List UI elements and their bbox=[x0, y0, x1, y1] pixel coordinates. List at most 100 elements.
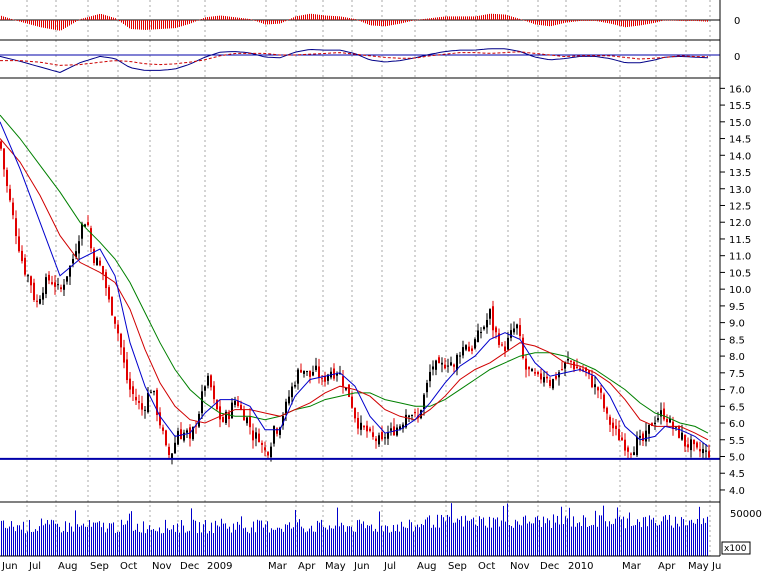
histogram-bar bbox=[575, 20, 576, 22]
price-candle-body bbox=[57, 284, 59, 286]
histogram-bar bbox=[315, 14, 316, 20]
volume-bar bbox=[151, 529, 152, 556]
price-tick-label: 15.0 bbox=[729, 118, 751, 129]
histogram-bar bbox=[181, 20, 182, 27]
volume-bar bbox=[65, 521, 66, 556]
histogram-bar bbox=[393, 20, 394, 25]
histogram-bar bbox=[541, 20, 542, 26]
volume-bar bbox=[449, 516, 450, 556]
volume-bar bbox=[11, 521, 12, 556]
volume-bar bbox=[195, 520, 196, 556]
histogram-bar bbox=[33, 20, 34, 26]
histogram-bar bbox=[671, 20, 672, 21]
volume-bar bbox=[187, 531, 188, 556]
histogram-bar bbox=[303, 14, 304, 20]
volume-bar bbox=[293, 527, 294, 556]
histogram-bar bbox=[621, 20, 622, 27]
histogram-bar bbox=[533, 20, 534, 24]
price-candle-body bbox=[687, 444, 689, 448]
histogram-bar bbox=[151, 20, 152, 30]
histogram-bar bbox=[17, 20, 18, 21]
histogram-bar bbox=[285, 20, 286, 22]
price-candle-body bbox=[633, 452, 635, 456]
histogram-bar bbox=[35, 20, 36, 26]
volume-bar bbox=[329, 525, 330, 556]
volume-bar bbox=[377, 531, 378, 556]
histogram-bar bbox=[547, 20, 548, 26]
volume-bar bbox=[569, 507, 570, 556]
price-candle-body bbox=[204, 386, 206, 391]
price-candle-body bbox=[30, 276, 32, 286]
volume-bar bbox=[29, 519, 30, 556]
price-candle-body bbox=[273, 426, 275, 444]
volume-bar bbox=[613, 523, 614, 556]
histogram-bar bbox=[361, 20, 362, 22]
price-candle-body bbox=[72, 258, 74, 264]
volume-bar bbox=[631, 526, 632, 556]
price-candle-body bbox=[84, 224, 86, 227]
price-candle-body bbox=[207, 375, 209, 386]
price-candle-body bbox=[690, 439, 692, 451]
volume-bar bbox=[325, 527, 326, 556]
volume-bar bbox=[93, 522, 94, 556]
volume-bar bbox=[215, 520, 216, 556]
volume-bar bbox=[213, 533, 214, 556]
histogram-bar bbox=[545, 20, 546, 26]
price-candle-body bbox=[303, 370, 305, 374]
volume-bar bbox=[691, 519, 692, 556]
histogram-bar bbox=[27, 20, 28, 24]
histogram-bar bbox=[135, 20, 136, 30]
volume-bar bbox=[337, 507, 338, 556]
volume-bar bbox=[131, 511, 132, 556]
volume-bar bbox=[687, 525, 688, 556]
volume-bar bbox=[169, 530, 170, 556]
volume-bar bbox=[245, 527, 246, 556]
price-candle-body bbox=[306, 371, 308, 373]
histogram-bar bbox=[363, 20, 364, 23]
histogram-bar bbox=[701, 20, 702, 22]
histogram-bar bbox=[19, 20, 20, 22]
price-candle-body bbox=[246, 417, 248, 424]
price-candle-body bbox=[522, 337, 524, 359]
histogram-bar bbox=[327, 15, 328, 20]
histogram-bar bbox=[527, 20, 528, 22]
volume-bar bbox=[9, 526, 10, 556]
histogram-bar bbox=[117, 19, 118, 21]
price-candle-body bbox=[117, 324, 119, 334]
volume-bar bbox=[403, 526, 404, 556]
volume-bar bbox=[221, 518, 222, 556]
histogram-bar bbox=[565, 20, 566, 23]
volume-bar bbox=[97, 522, 98, 556]
price-candle-body bbox=[363, 426, 365, 428]
histogram-bar bbox=[593, 20, 594, 21]
histogram-bar bbox=[293, 17, 294, 20]
histogram-bar bbox=[617, 20, 618, 26]
histogram-bar bbox=[459, 16, 460, 20]
volume-bar bbox=[61, 532, 62, 556]
volume-bar bbox=[535, 517, 536, 556]
price-candle-body bbox=[18, 236, 20, 252]
x-tick-label: 2009 bbox=[207, 561, 232, 572]
volume-bar bbox=[301, 526, 302, 556]
volume-bar bbox=[283, 531, 284, 556]
price-candle-body bbox=[675, 426, 677, 428]
volume-bar bbox=[79, 526, 80, 556]
volume-bar bbox=[395, 531, 396, 556]
volume-bar bbox=[525, 515, 526, 556]
volume-bar bbox=[425, 519, 426, 556]
histogram-bar bbox=[535, 20, 536, 25]
volume-bar bbox=[23, 521, 24, 556]
volume-bar bbox=[1, 520, 2, 556]
price-candle-body bbox=[462, 347, 464, 356]
x-tick-label: 2010 bbox=[568, 561, 593, 572]
volume-bar bbox=[331, 528, 332, 556]
volume-bar bbox=[707, 516, 708, 556]
x-tick-label: Aug bbox=[417, 561, 437, 572]
histogram-bar bbox=[655, 20, 656, 23]
histogram-bar bbox=[321, 15, 322, 20]
histogram-bar bbox=[121, 20, 122, 23]
histogram-bar bbox=[647, 20, 648, 25]
histogram-bar bbox=[93, 15, 94, 20]
volume-bar bbox=[149, 525, 150, 556]
volume-bar bbox=[639, 521, 640, 556]
